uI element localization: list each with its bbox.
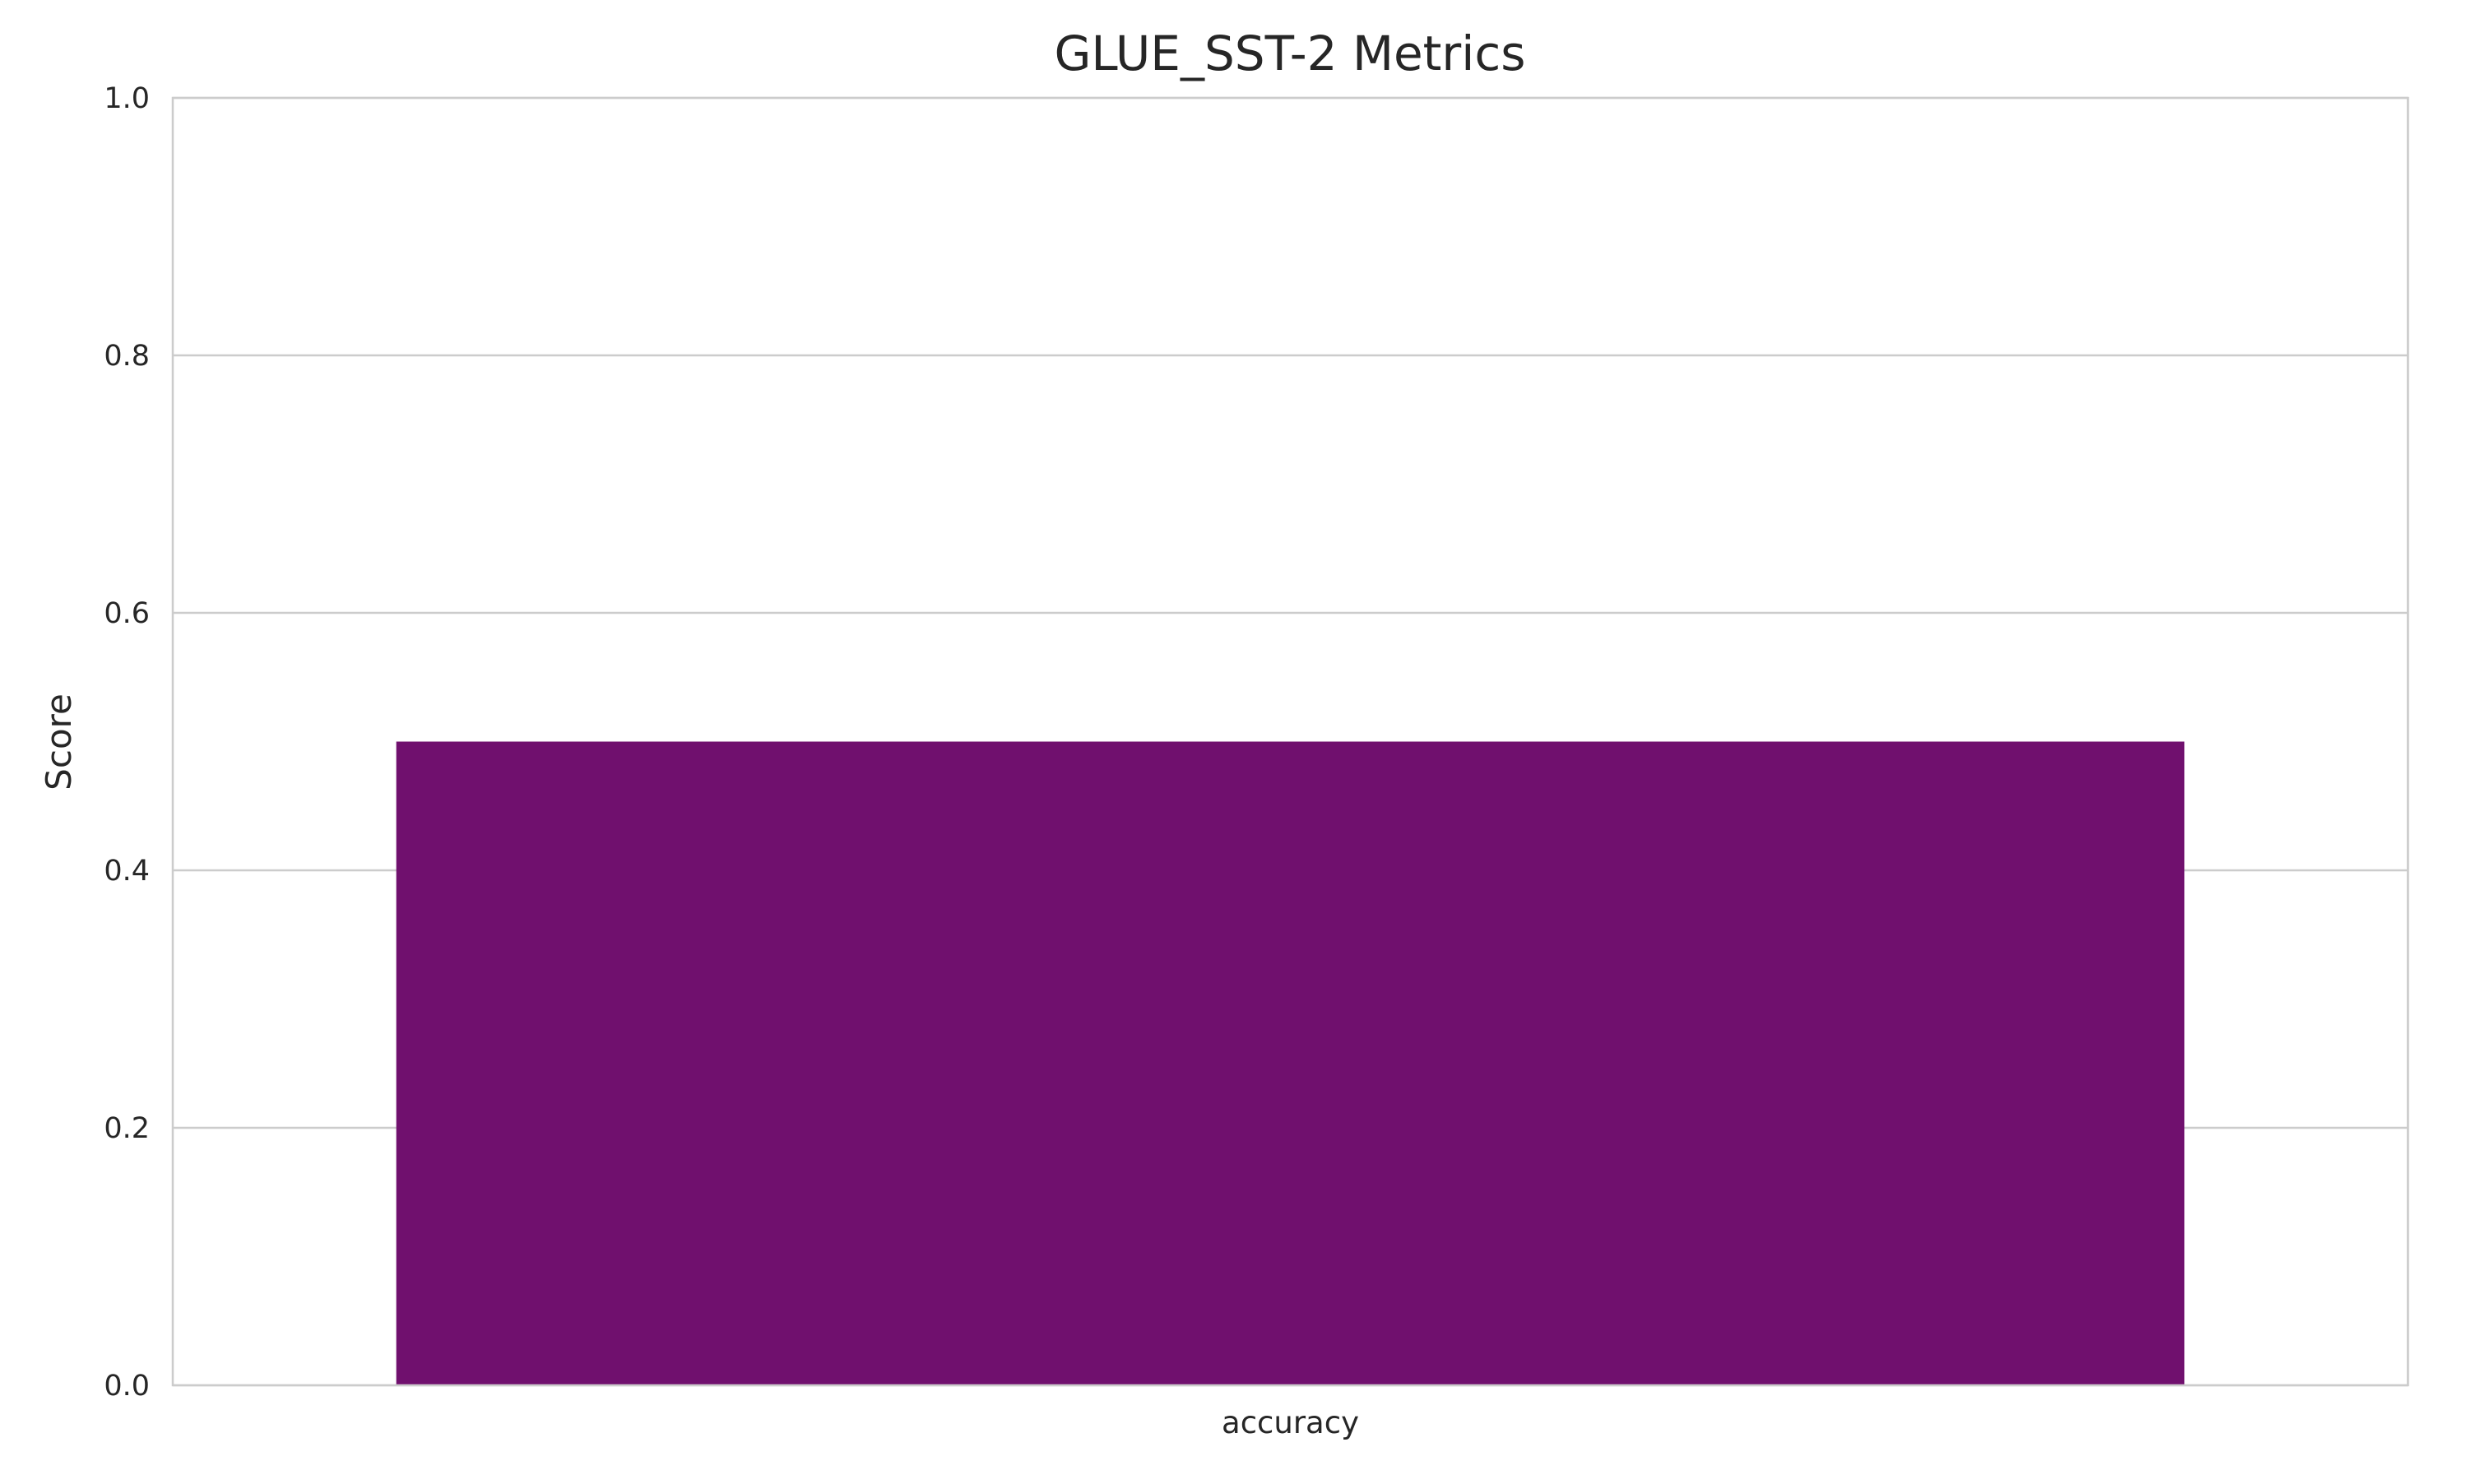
y-tick-label: 0.4: [104, 855, 150, 888]
y-tick-label: 0.6: [104, 597, 150, 630]
y-axis-label: Score: [39, 693, 79, 791]
y-tick-label: 0.8: [104, 340, 150, 373]
chart-title: GLUE_SST-2 Metrics: [1054, 26, 1525, 81]
y-tick-label: 0.0: [104, 1370, 150, 1403]
bars: [396, 741, 2185, 1385]
x-tick-label: accuracy: [1222, 1405, 1359, 1440]
y-tick-label: 1.0: [104, 82, 150, 115]
y-tick-labels: 0.0 0.2 0.4 0.6 0.8 1.0: [104, 82, 150, 1403]
x-tick-labels: accuracy: [1222, 1405, 1359, 1440]
plot-frame: [171, 96, 2410, 1387]
y-tick-label: 0.2: [104, 1112, 150, 1145]
bar-accuracy: [396, 741, 2185, 1385]
